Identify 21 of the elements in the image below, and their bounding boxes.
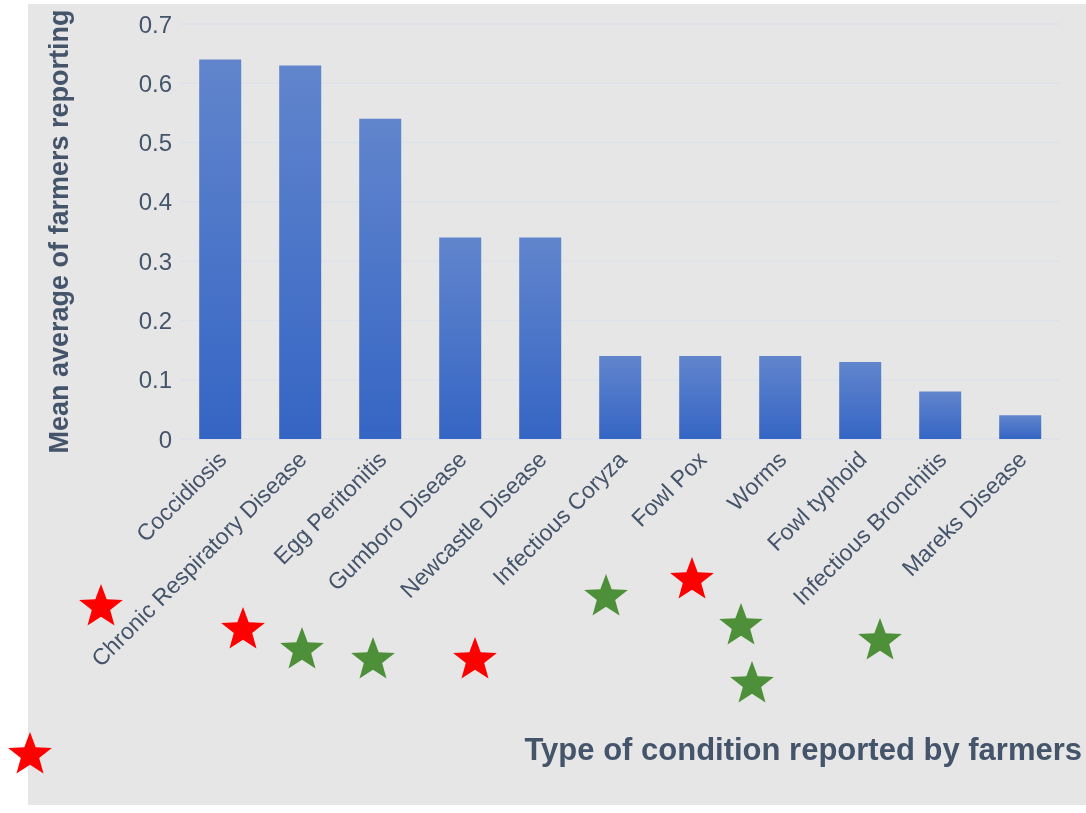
- y-tick-label: 0.2: [138, 306, 172, 334]
- y-tick-label: 0.1: [138, 366, 172, 394]
- y-tick-label: 0.4: [138, 188, 172, 216]
- bar: [519, 237, 562, 439]
- bar: [359, 118, 402, 439]
- y-tick-label: 0.7: [138, 10, 172, 38]
- bar: [759, 356, 802, 439]
- bar: [439, 237, 482, 439]
- bar: [679, 356, 722, 439]
- bar: [279, 65, 322, 439]
- bar: [599, 356, 642, 439]
- y-tick-label: 0.6: [138, 69, 172, 97]
- bar: [999, 415, 1042, 439]
- bar: [199, 59, 242, 439]
- y-tick-label: 0: [158, 425, 172, 453]
- y-tick-label: 0.3: [138, 247, 172, 275]
- bar: [919, 391, 962, 439]
- bar: [839, 361, 882, 439]
- y-tick-label: 0.5: [138, 129, 172, 157]
- y-axis-title: Mean average of farmers reporting: [43, 9, 74, 454]
- x-axis-title: Type of condition reported by farmers: [524, 732, 1082, 768]
